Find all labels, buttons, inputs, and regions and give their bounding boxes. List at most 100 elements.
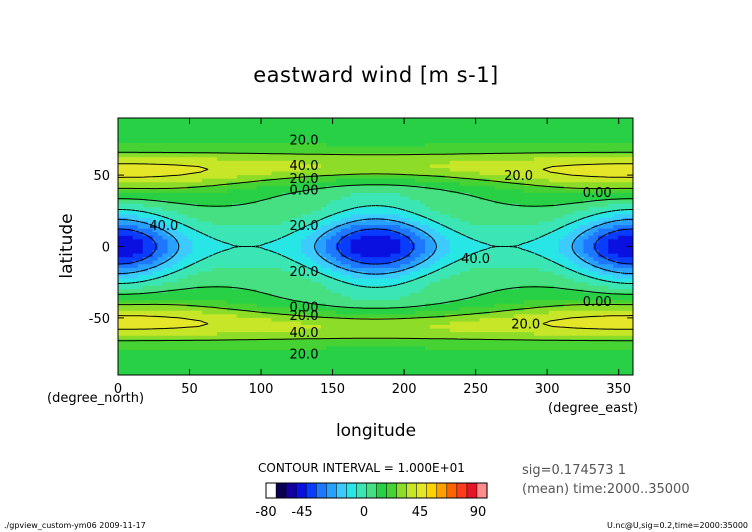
heatmap-cell bbox=[192, 250, 198, 255]
heatmap-cell bbox=[226, 285, 233, 290]
heatmap-cell bbox=[439, 128, 446, 133]
heatmap-cell bbox=[558, 128, 565, 133]
heatmap-cell bbox=[524, 132, 530, 137]
heatmap-cell bbox=[147, 164, 154, 169]
heatmap-cell bbox=[489, 157, 495, 162]
heatmap-cell bbox=[504, 125, 510, 130]
heatmap-cell bbox=[628, 235, 633, 240]
heatmap-cell bbox=[296, 135, 302, 141]
heatmap-cell bbox=[236, 210, 243, 215]
heatmap-cell bbox=[301, 242, 307, 248]
heatmap-cell bbox=[162, 257, 169, 262]
heatmap-cell bbox=[568, 182, 575, 187]
heatmap-cell bbox=[618, 171, 624, 176]
heatmap-cell bbox=[603, 142, 609, 148]
heatmap-cell bbox=[429, 175, 436, 180]
heatmap-cell bbox=[578, 128, 585, 133]
heatmap-cell bbox=[509, 217, 515, 223]
heatmap-cell bbox=[286, 267, 292, 273]
heatmap-cell bbox=[558, 217, 565, 223]
heatmap-cell bbox=[469, 167, 476, 173]
heatmap-cell bbox=[410, 217, 416, 223]
heatmap-cell bbox=[499, 203, 505, 208]
heatmap-cell bbox=[380, 118, 386, 123]
heatmap-cell bbox=[449, 239, 456, 244]
heatmap-cell bbox=[444, 196, 451, 201]
heatmap-cell bbox=[395, 207, 401, 212]
heatmap-cell bbox=[142, 239, 149, 244]
heatmap-cell bbox=[509, 139, 515, 144]
heatmap-cell bbox=[509, 157, 515, 162]
heatmap-cell bbox=[221, 150, 228, 155]
heatmap-cell bbox=[533, 139, 540, 144]
heatmap-cell bbox=[221, 275, 228, 280]
heatmap-cell bbox=[514, 242, 520, 248]
heatmap-cell bbox=[489, 207, 495, 212]
heatmap-cell bbox=[221, 271, 228, 276]
heatmap-cell bbox=[365, 239, 372, 244]
heatmap-cell bbox=[514, 282, 520, 287]
heatmap-cell bbox=[335, 267, 342, 273]
heatmap-cell bbox=[514, 167, 520, 173]
heatmap-cell bbox=[226, 185, 233, 190]
heatmap-cell bbox=[286, 142, 292, 148]
heatmap-cell bbox=[479, 171, 486, 176]
heatmap-cell bbox=[261, 235, 268, 240]
heatmap-cell bbox=[340, 171, 347, 176]
heatmap-cell bbox=[291, 196, 297, 201]
heatmap-cell bbox=[355, 210, 362, 215]
heatmap-cell bbox=[410, 260, 416, 265]
heatmap-cell bbox=[444, 246, 451, 251]
heatmap-cell bbox=[563, 278, 570, 283]
heatmap-cell bbox=[365, 235, 372, 240]
heatmap-cell bbox=[256, 121, 263, 126]
heatmap-cell bbox=[212, 267, 218, 273]
heatmap-cell bbox=[172, 214, 179, 219]
heatmap-cell bbox=[202, 242, 208, 248]
heatmap-cell bbox=[484, 200, 490, 205]
heatmap-cell bbox=[479, 217, 486, 223]
heatmap-cell bbox=[281, 203, 287, 208]
heatmap-cell bbox=[529, 153, 535, 158]
heatmap-cell bbox=[479, 275, 486, 280]
heatmap-cell bbox=[231, 253, 238, 258]
heatmap-cell bbox=[529, 239, 535, 244]
heatmap-cell bbox=[226, 160, 233, 165]
heatmap-cell bbox=[429, 271, 436, 276]
heatmap-cell bbox=[454, 167, 461, 173]
heatmap-cell bbox=[182, 214, 188, 219]
heatmap-cell bbox=[459, 235, 466, 240]
heatmap-cell bbox=[311, 282, 317, 287]
heatmap-cell bbox=[593, 178, 599, 183]
heatmap-cell bbox=[256, 285, 263, 290]
heatmap-cell bbox=[618, 285, 624, 290]
heatmap-cell bbox=[504, 207, 510, 212]
heatmap-cell bbox=[281, 210, 287, 215]
heatmap-cell bbox=[474, 203, 481, 208]
heatmap-cell bbox=[350, 128, 357, 133]
heatmap-cell bbox=[325, 239, 332, 244]
heatmap-cell bbox=[365, 278, 372, 283]
heatmap-cell bbox=[197, 175, 203, 180]
heatmap-cell bbox=[449, 157, 456, 162]
heatmap-cell bbox=[395, 185, 401, 190]
heatmap-cell bbox=[157, 135, 164, 141]
heatmap-cell bbox=[519, 175, 525, 180]
heatmap-cell bbox=[429, 150, 436, 155]
heatmap-cell bbox=[122, 164, 129, 169]
heatmap-cell bbox=[474, 217, 481, 223]
heatmap-cell bbox=[563, 118, 570, 123]
heatmap-cell bbox=[425, 171, 431, 176]
heatmap-cell bbox=[256, 260, 263, 265]
heatmap-cell bbox=[469, 225, 476, 230]
heatmap-cell bbox=[533, 185, 540, 190]
heatmap-cell bbox=[415, 157, 421, 162]
heatmap-cell bbox=[578, 142, 585, 148]
heatmap-cell bbox=[509, 246, 515, 251]
heatmap-cell bbox=[340, 282, 347, 287]
heatmap-cell bbox=[593, 228, 599, 233]
heatmap-cell bbox=[499, 214, 505, 219]
heatmap-cell bbox=[162, 246, 169, 251]
heatmap-cell bbox=[603, 257, 609, 262]
heatmap-cell bbox=[563, 267, 570, 273]
